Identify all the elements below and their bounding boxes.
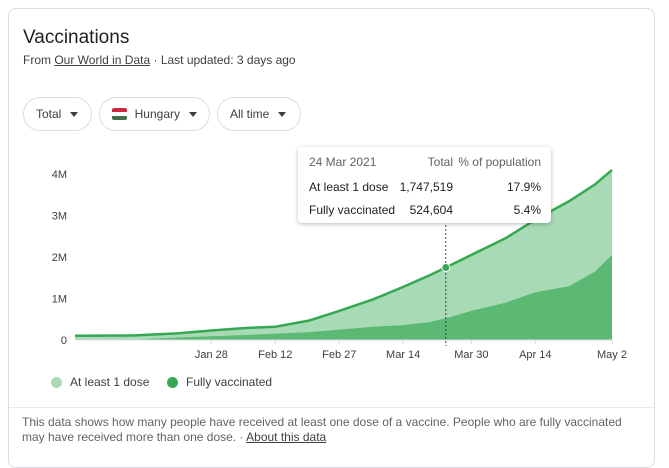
hover-point bbox=[441, 262, 451, 272]
y-tick-label: 2M bbox=[52, 252, 67, 264]
last-updated: · Last updated: 3 days ago bbox=[150, 53, 296, 67]
x-tick-label: Feb 12 bbox=[258, 349, 292, 361]
hungary-flag-icon bbox=[112, 108, 127, 120]
country-label: Hungary bbox=[134, 107, 180, 121]
source-link[interactable]: Our World in Data bbox=[54, 53, 151, 67]
metric-label: Total bbox=[36, 107, 62, 121]
tooltip-date: 24 Mar 2021 bbox=[309, 155, 377, 169]
x-tick-label: Mar 30 bbox=[454, 349, 488, 361]
y-tick-label: 4M bbox=[52, 169, 67, 181]
tooltip-col-total: Total bbox=[427, 155, 453, 169]
footer-note: This data shows how many people have rec… bbox=[22, 415, 642, 445]
x-tick-label: Apr 14 bbox=[519, 349, 551, 361]
flag-stripe-red bbox=[112, 108, 127, 112]
source-prefix: From bbox=[23, 53, 55, 67]
legend-swatch-first-dose bbox=[51, 376, 62, 388]
card-title: Vaccinations bbox=[23, 27, 130, 48]
series-area-fully-vaccinated bbox=[75, 254, 612, 340]
legend-item-fully[interactable]: Fully vaccinated bbox=[167, 375, 272, 389]
x-tick-label: May 2 bbox=[597, 349, 627, 361]
y-tick-label: 1M bbox=[52, 294, 67, 306]
x-tick-label: Mar 14 bbox=[386, 349, 420, 361]
card-subtitle: From Our World in Data · Last updated: 3… bbox=[23, 53, 296, 67]
metric-dropdown[interactable]: Total bbox=[23, 97, 92, 131]
legend-label: At least 1 dose bbox=[70, 375, 150, 389]
flag-stripe-green bbox=[112, 116, 127, 120]
legend-item-first-dose[interactable]: At least 1 dose bbox=[51, 375, 149, 389]
flag-stripe-white bbox=[112, 112, 127, 116]
tooltip-row-total: 524,604 bbox=[409, 203, 453, 217]
vaccinations-card: Vaccinations From Our World in Data · La… bbox=[8, 8, 655, 468]
footer-divider bbox=[9, 407, 654, 408]
tooltip-row-label: At least 1 dose bbox=[309, 180, 389, 194]
caret-down-icon bbox=[70, 111, 79, 117]
range-label: All time bbox=[230, 107, 270, 121]
y-tick-label: 0 bbox=[61, 335, 67, 347]
x-tick-label: Feb 27 bbox=[322, 349, 356, 361]
x-tick-label: Jan 28 bbox=[195, 349, 228, 361]
y-tick-label: 3M bbox=[52, 211, 67, 223]
tooltip-row-full: Fully vaccinated 524,604 5.4% bbox=[298, 203, 551, 219]
legend-swatch-fully bbox=[167, 376, 178, 388]
tooltip-row-total: 1,747,519 bbox=[399, 180, 453, 194]
footer-separator: · bbox=[236, 430, 247, 444]
caret-down-icon bbox=[278, 111, 287, 117]
caret-down-icon bbox=[189, 111, 197, 117]
about-data-link[interactable]: About this data bbox=[246, 430, 327, 444]
chart-tooltip: 24 Mar 2021 Total % of population At lea… bbox=[298, 147, 551, 223]
tooltip-row-first: At least 1 dose 1,747,519 17.9% bbox=[298, 180, 551, 196]
tooltip-row-pct: 5.4% bbox=[513, 203, 541, 217]
tooltip-col-pct: % of population bbox=[458, 155, 541, 169]
range-dropdown[interactable]: All time bbox=[217, 97, 301, 131]
legend-label: Fully vaccinated bbox=[186, 375, 273, 389]
country-dropdown[interactable]: Hungary bbox=[99, 97, 210, 131]
footer-text: This data shows how many people have rec… bbox=[22, 415, 622, 444]
tooltip-row-pct: 17.9% bbox=[506, 180, 541, 194]
tooltip-row-label: Fully vaccinated bbox=[309, 203, 396, 217]
series-area-first-dose bbox=[75, 169, 612, 340]
tooltip-header: 24 Mar 2021 Total % of population bbox=[298, 155, 551, 171]
